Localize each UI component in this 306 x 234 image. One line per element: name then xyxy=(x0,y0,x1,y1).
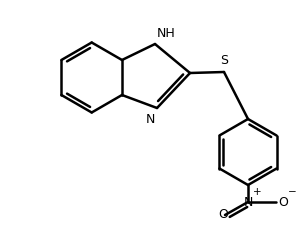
Text: N: N xyxy=(243,195,253,208)
Text: O: O xyxy=(218,208,228,222)
Text: N: N xyxy=(146,113,155,126)
Text: +: + xyxy=(253,187,262,197)
Text: S: S xyxy=(220,54,228,67)
Text: NH: NH xyxy=(157,27,176,40)
Text: O: O xyxy=(278,195,288,208)
Text: −: − xyxy=(288,187,297,197)
